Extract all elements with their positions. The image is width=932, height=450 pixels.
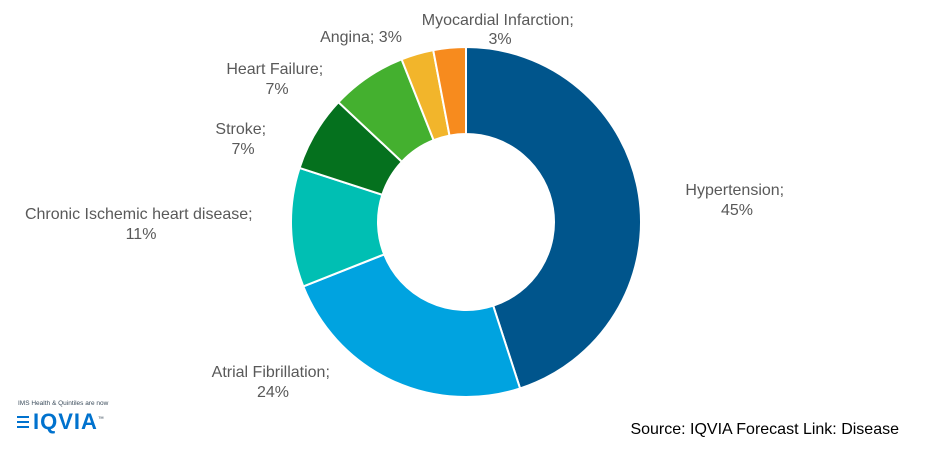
label-atrial-fibrillation: Atrial Fibrillation; 24% [212,364,335,401]
slice-hypertension [465,45,642,390]
label-chronic-ischemic-pct: 11% [126,226,157,243]
label-stroke: Stroke; 7% [215,121,270,158]
slice-myocardial-infarction [432,45,467,137]
label-atrial-fibrillation-pct: 24% [257,384,289,401]
label-stroke-pct: 7% [231,141,254,158]
label-hypertension: Hypertension; 45% [685,182,788,219]
logo-wordmark-text: IQVIA [33,409,98,434]
logo-lines-icon [17,416,29,428]
label-heart-failure-name: Heart Failure; [226,61,323,78]
label-heart-failure: Heart Failure; 7% [226,61,327,98]
label-heart-failure-pct: 7% [265,81,288,98]
iqvia-logo: IMS Health & Quintiles are now IQVIA™ [17,400,127,440]
label-chronic-ischemic: Chronic Ischemic heart disease; 11% [25,206,257,243]
donut-slices [290,45,642,398]
logo-trademark: ™ [97,416,105,423]
source-note: Source: IQVIA Forecast Link: Disease [630,421,899,438]
logo-wordmark: IQVIA™ [33,409,105,435]
slice-atrial-fibrillation [301,253,522,398]
label-angina: Angina; 3% [320,29,402,46]
logo-tagline: IMS Health & Quintiles are now [18,400,109,407]
label-myocardial-infarction-pct: 3% [488,31,511,48]
label-hypertension-pct: 45% [721,202,753,219]
label-myocardial-infarction-name: Myocardial Infarction; [422,12,574,29]
label-myocardial-infarction: Myocardial Infarction; 3% [422,12,579,48]
label-atrial-fibrillation-name: Atrial Fibrillation; [212,364,330,381]
label-chronic-ischemic-name: Chronic Ischemic heart disease; [25,206,253,223]
label-stroke-name: Stroke; [215,121,266,138]
label-hypertension-name: Hypertension; [685,182,784,199]
